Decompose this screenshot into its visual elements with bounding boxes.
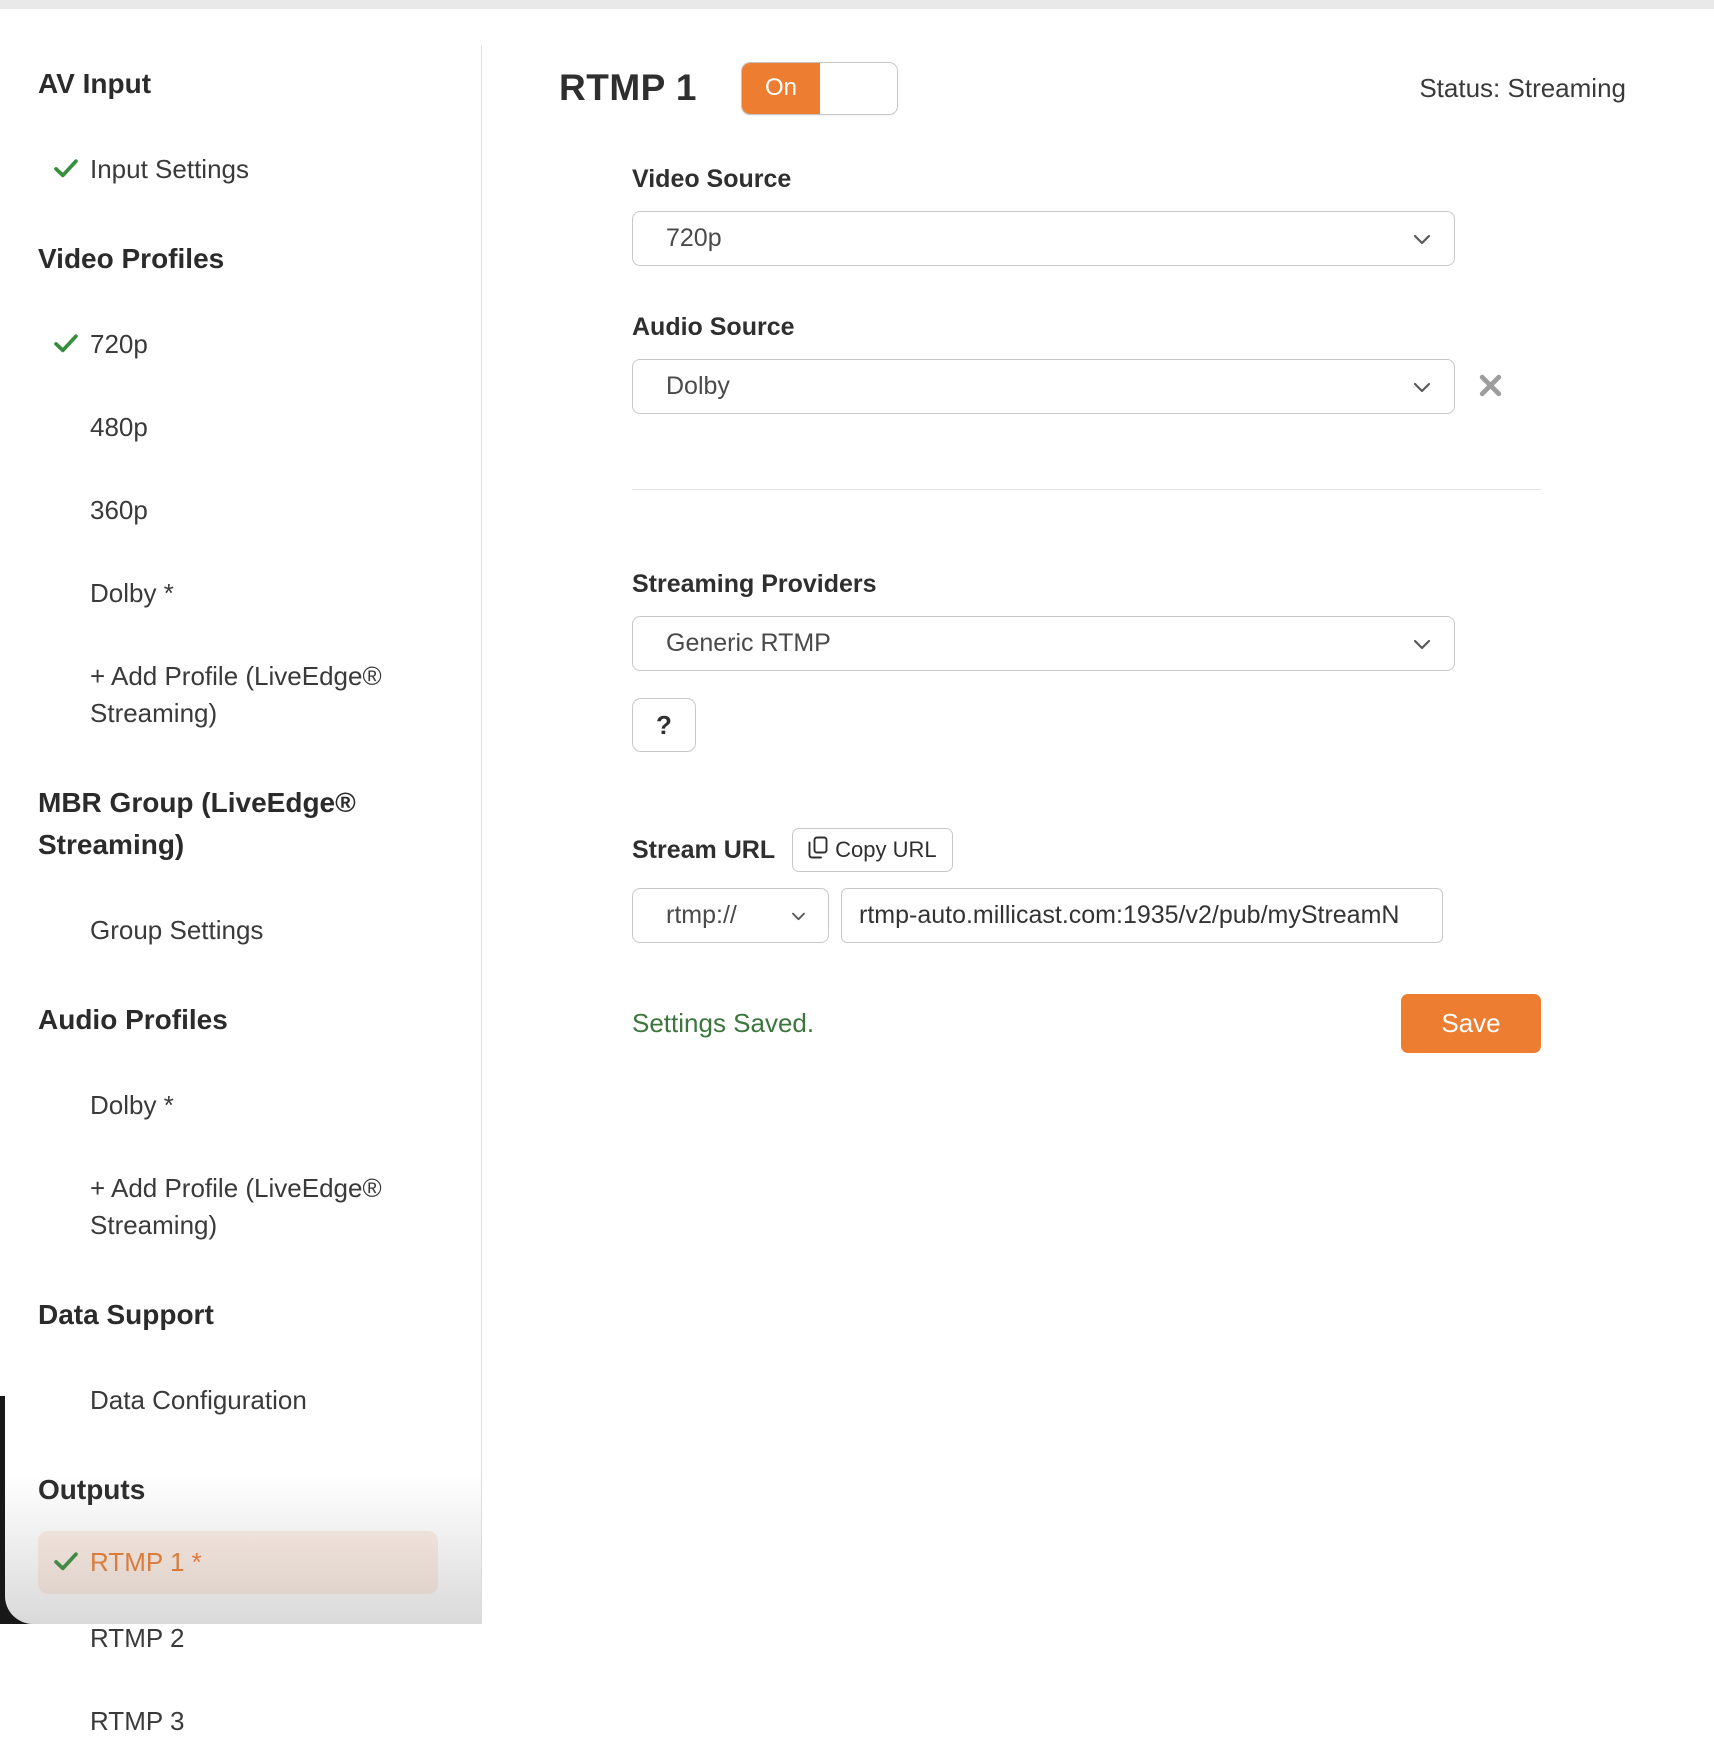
sidebar-item-dolby-audio[interactable]: Dolby * <box>38 1087 438 1124</box>
sidebar-item-rtmp-2[interactable]: RTMP 2 <box>38 1620 438 1657</box>
settings-panel: AV Input Input Settings Video Profiles 7… <box>5 9 1714 1624</box>
check-icon <box>52 329 80 367</box>
toggle-on-segment[interactable]: On <box>742 63 820 114</box>
save-button[interactable]: Save <box>1401 994 1541 1053</box>
close-icon <box>1477 372 1504 402</box>
sidebar-item-rtmp-1[interactable]: RTMP 1 * <box>38 1531 438 1594</box>
settings-saved-message: Settings Saved. <box>632 1008 814 1039</box>
sidebar-item-dolby-video[interactable]: Dolby * <box>38 575 438 612</box>
audio-source-label: Audio Source <box>632 313 1541 342</box>
stream-url-input-row: rtmp:// <box>632 888 1541 943</box>
streaming-providers-select[interactable]: Generic RTMP <box>632 616 1455 671</box>
sidebar-item-720p[interactable]: 720p <box>38 326 438 363</box>
sidebar-item-input-settings[interactable]: Input Settings <box>38 151 438 188</box>
copy-icon <box>808 836 828 865</box>
stream-url-header-row: Stream URL Copy URL <box>632 828 1541 872</box>
protocol-select[interactable]: rtmp:// <box>632 888 829 943</box>
sidebar-item-group-settings[interactable]: Group Settings <box>38 912 438 949</box>
check-icon <box>52 154 80 192</box>
audio-source-select[interactable]: Dolby <box>632 359 1455 414</box>
sidebar-heading-audio-profiles: Audio Profiles <box>38 999 408 1041</box>
rtmp-form: Video Source 720p Audio Source Dolby <box>632 165 1541 1053</box>
sidebar-heading-video-profiles: Video Profiles <box>38 238 408 280</box>
chevron-down-icon <box>1410 375 1434 399</box>
section-divider <box>632 489 1541 490</box>
sidebar-item-360p[interactable]: 360p <box>38 492 438 529</box>
stream-url-input[interactable] <box>841 888 1443 943</box>
sidebar-nav: AV Input Input Settings Video Profiles 7… <box>5 9 481 1624</box>
sidebar-item-data-configuration[interactable]: Data Configuration <box>38 1382 438 1419</box>
sidebar-item-rtmp-3[interactable]: RTMP 3 <box>38 1703 438 1740</box>
sidebar-heading-av-input: AV Input <box>38 63 408 105</box>
sidebar-heading-mbr-group: MBR Group (LiveEdge® Streaming) <box>38 782 408 866</box>
sidebar-heading-outputs: Outputs <box>38 1469 408 1511</box>
status-text: Status: Streaming <box>1419 73 1626 104</box>
form-footer-row: Settings Saved. Save <box>632 994 1541 1053</box>
rtmp-on-off-toggle[interactable]: On <box>741 62 898 115</box>
sidebar-heading-data-support: Data Support <box>38 1294 408 1336</box>
top-window-bar <box>0 0 1714 9</box>
sidebar-item-add-audio-profile[interactable]: + Add Profile (LiveEdge® Streaming) <box>38 1170 438 1244</box>
toggle-off-segment[interactable] <box>820 63 897 114</box>
help-button[interactable]: ? <box>632 698 696 752</box>
clear-audio-source-button[interactable] <box>1477 372 1504 402</box>
chevron-down-icon <box>1410 632 1434 656</box>
sidebar-item-add-video-profile[interactable]: + Add Profile (LiveEdge® Streaming) <box>38 658 438 732</box>
stream-url-label: Stream URL <box>632 836 775 865</box>
rtmp-settings-content: RTMP 1 On Status: Streaming Video Source… <box>482 9 1714 1624</box>
audio-source-row: Dolby <box>632 342 1541 414</box>
copy-url-button[interactable]: Copy URL <box>792 828 952 872</box>
streaming-providers-label: Streaming Providers <box>632 570 1541 599</box>
sidebar-item-480p[interactable]: 480p <box>38 409 438 446</box>
chevron-down-icon <box>789 906 808 925</box>
page-title: RTMP 1 <box>559 67 697 109</box>
video-source-label: Video Source <box>632 165 1541 194</box>
check-icon <box>52 1547 80 1585</box>
chevron-down-icon <box>1410 227 1434 251</box>
content-header: RTMP 1 On Status: Streaming <box>559 61 1626 115</box>
video-source-select[interactable]: 720p <box>632 211 1455 266</box>
